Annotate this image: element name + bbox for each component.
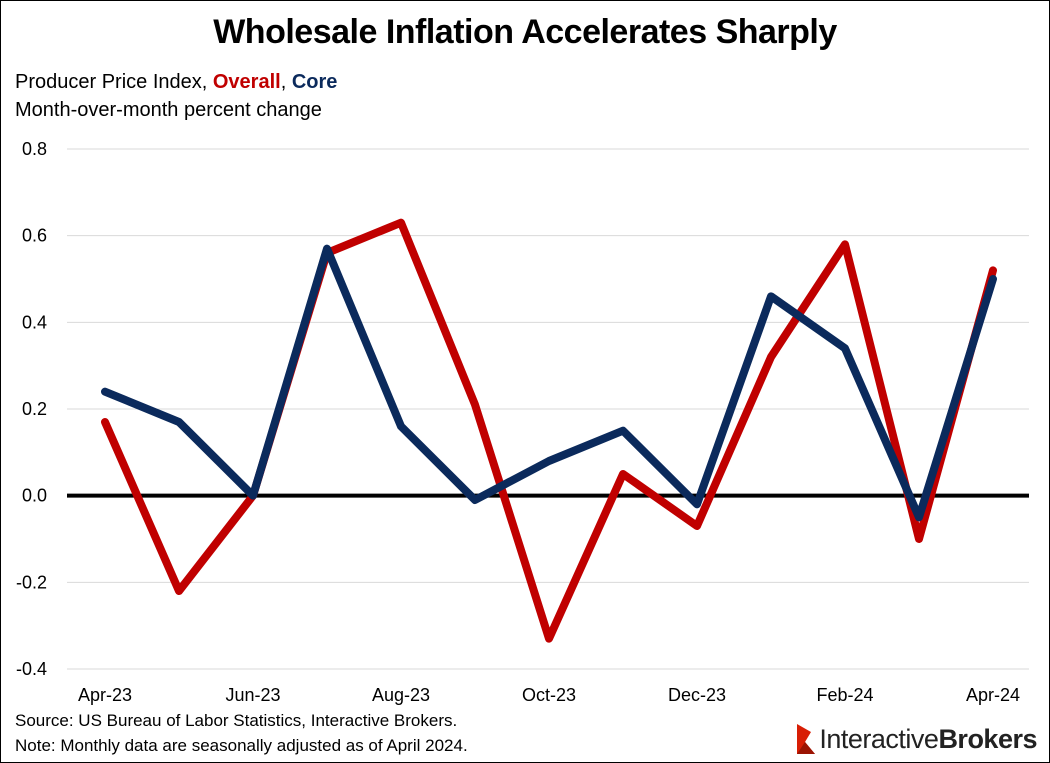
legend-core: Core [291,71,338,93]
brand-name: InteractiveBrokers [819,724,1037,755]
y-tick-label: -0.4 [16,659,47,679]
x-tick-label: Apr-24 [966,685,1020,705]
x-axis-tick-labels: Apr-23 Jun-23 Aug-23 Oct-23 Dec-23 Feb-24 Apr-… [78,685,1020,705]
y-tick-label: 0.6 [22,226,47,246]
y-tick-label: 0.4 [22,312,47,332]
series-line-core [101,244,997,522]
chart-title: Wholesale Inflation Accelerates Sharply [213,13,837,51]
y-tick-label: -0.2 [16,572,47,592]
subtitle-prefix: Producer Price Index, [15,71,213,93]
legend-overall: Overall [212,71,281,93]
x-tick-label: Apr-23 [78,685,132,705]
method-note: Note: Monthly data are seasonally adjust… [15,736,468,755]
series-lines [101,218,997,643]
brand-name-regular: Interactive [819,723,939,754]
y-tick-label: 0.8 [22,139,47,159]
x-tick-label: Feb-24 [816,685,873,705]
subtitle-separator: , [280,71,292,93]
y-axis-tick-labels: 0.8 0.6 0.4 0.2 0.0 -0.2 -0.4 [16,139,47,679]
x-tick-label: Aug-23 [372,685,430,705]
x-tick-label: Jun-23 [225,685,280,705]
source-note: Source: US Bureau of Labor Statistics, I… [15,711,458,730]
x-tick-label: Oct-23 [522,685,576,705]
series-line-overall [101,218,997,643]
brand-name-bold: Brokers [938,723,1037,754]
x-tick-label: Dec-23 [668,685,726,705]
y-tick-label: 0.0 [22,486,47,506]
interactive-brokers-logo: InteractiveBrokers [793,719,1037,759]
chart-subtitle: Producer Price Index, Overall, Core [15,71,337,94]
chart-units-subtitle: Month-over-month percent change [15,99,322,121]
y-tick-label: 0.2 [22,399,47,419]
brokers-flag-icon [797,724,816,754]
